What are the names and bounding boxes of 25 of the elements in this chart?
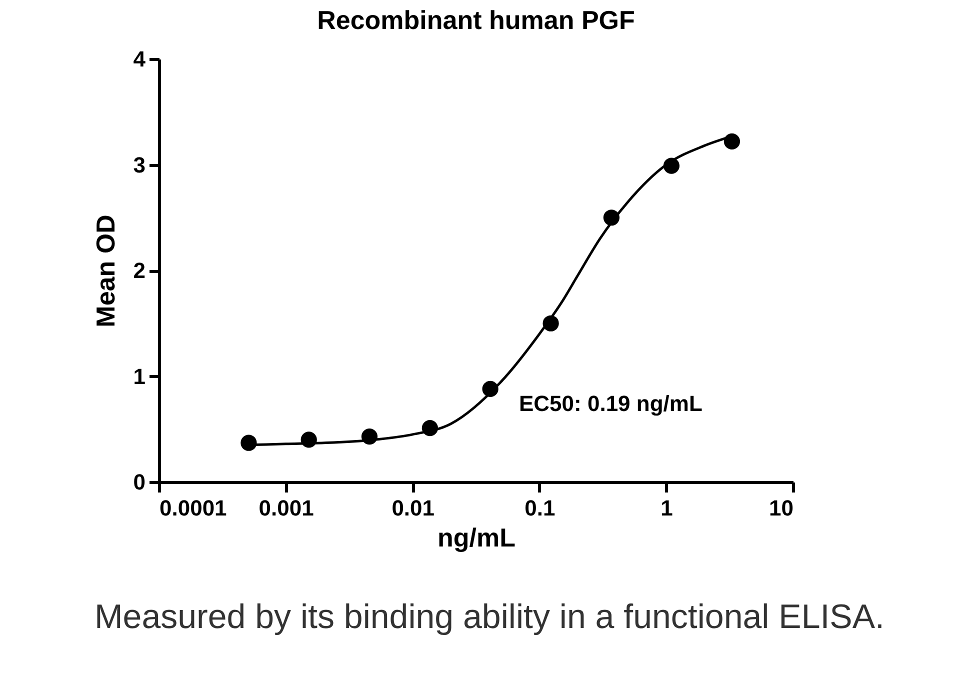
x-tick-label: 0.001	[258, 496, 314, 520]
point	[422, 420, 438, 436]
point	[724, 133, 740, 150]
point	[240, 434, 257, 451]
x-axis-title: ng/mL	[438, 522, 516, 552]
annotation: EC50: 0.19 ng/mL	[519, 391, 702, 416]
x-tick-label: 10	[769, 496, 794, 520]
y-tick-label: 1	[133, 364, 146, 389]
y-tick-label: 4	[133, 46, 146, 72]
y-tick-label: 2	[133, 258, 146, 283]
y-axis-title: Mean OD	[90, 214, 120, 328]
point	[603, 210, 620, 226]
x-tick-label: 1	[660, 496, 673, 520]
point	[542, 315, 559, 332]
point	[482, 380, 498, 397]
y-tick-label: 0	[133, 470, 146, 494]
x-tick-label: 0.1	[524, 496, 556, 520]
text: Measured by its binding ability in a functional ELISA.	[93, 598, 886, 637]
x-tick-label: 0.0001	[160, 496, 227, 520]
point	[663, 158, 680, 174]
point	[300, 432, 317, 448]
point	[361, 428, 378, 445]
y-tick-label: 3	[133, 152, 146, 178]
chart-title: Recombinant human PGF	[317, 5, 635, 35]
x-tick-label: 0.01	[392, 496, 435, 520]
